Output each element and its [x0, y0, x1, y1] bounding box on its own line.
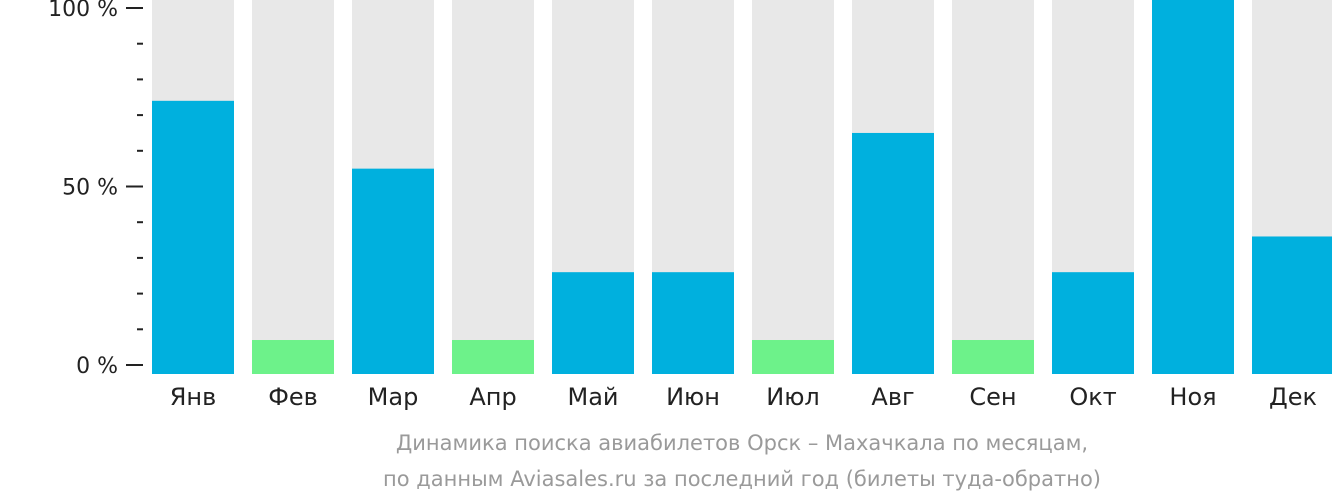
bar: [1052, 272, 1134, 374]
bar: [1152, 0, 1234, 374]
x-tick-label: Сен: [969, 383, 1016, 411]
bar: [752, 340, 834, 374]
bar: [252, 340, 334, 374]
bar-chart: 0 % 50 % 100 % Янв Фев Мар Апр Май Июн Июл Авг Сен…: [48, 0, 1332, 411]
x-tick-label: Янв: [170, 383, 217, 411]
bars: [152, 0, 1332, 374]
x-tick-label: Дек: [1269, 383, 1317, 411]
x-tick-label: Ноя: [1169, 383, 1216, 411]
bar: [552, 272, 634, 374]
x-tick-label: Июн: [666, 383, 720, 411]
bar: [952, 340, 1034, 374]
bar: [652, 272, 734, 374]
bar: [352, 168, 434, 374]
x-tick-label: Окт: [1069, 383, 1116, 411]
bar-background: [252, 0, 334, 374]
bar: [1252, 236, 1332, 374]
chart-caption-line-1: Динамика поиска авиабилетов Орск – Махач…: [395, 431, 1089, 455]
x-tick-label: Май: [567, 383, 618, 411]
bar: [852, 132, 934, 374]
bar-background: [452, 0, 534, 374]
x-tick-label: Мар: [368, 383, 419, 411]
x-tick-label: Фев: [268, 383, 318, 411]
x-tick-label: Апр: [469, 383, 516, 411]
bar: [452, 340, 534, 374]
bar-background: [752, 0, 834, 374]
bar: [152, 100, 234, 374]
y-axis: 0 % 50 % 100 %: [48, 0, 143, 379]
y-tick-label: 100 %: [48, 0, 118, 22]
x-axis-labels: Янв Фев Мар Апр Май Июн Июл Авг Сен Окт Ноя Дек: [170, 383, 1317, 411]
y-tick-label: 0 %: [76, 354, 118, 379]
x-tick-label: Авг: [871, 383, 914, 411]
chart-caption-line-2: по данным Aviasales.ru за последний год …: [383, 467, 1101, 491]
bar-background: [952, 0, 1034, 374]
x-tick-label: Июл: [766, 383, 820, 411]
y-tick-label: 50 %: [62, 176, 118, 201]
